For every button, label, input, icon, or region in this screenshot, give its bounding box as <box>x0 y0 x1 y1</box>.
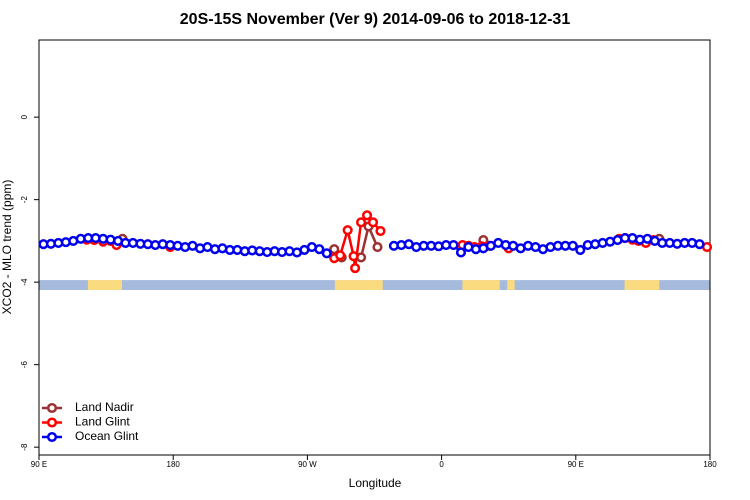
x-tick-label: 180 <box>167 460 181 469</box>
marker <box>350 263 361 274</box>
marker <box>314 244 325 255</box>
marker <box>335 250 346 261</box>
legend-label: Land Glint <box>75 415 130 429</box>
x-tick-label: 180 <box>703 460 717 469</box>
y-axis-label: XCO2 - MLO trend (ppm) <box>0 180 14 315</box>
x-tick-label: 90 E <box>31 460 47 469</box>
legend-label: Ocean Glint <box>75 429 139 443</box>
land-span <box>624 280 660 290</box>
y-tick-label: 0 <box>20 114 29 119</box>
marker <box>694 239 705 250</box>
land-span <box>334 280 383 290</box>
marker <box>367 217 379 228</box>
x-tick-label: 0 <box>439 460 444 469</box>
marker <box>342 225 353 236</box>
marker <box>348 251 359 262</box>
land-span <box>87 280 122 290</box>
y-tick-label: -2 <box>20 196 29 204</box>
marker <box>567 240 578 251</box>
marker <box>361 210 373 221</box>
x-tick-label: 90 E <box>568 460 584 469</box>
marker <box>375 225 386 237</box>
x-axis-label: Longitude <box>349 476 402 490</box>
marker <box>448 239 459 251</box>
y-tick-label: -6 <box>20 361 29 369</box>
marker <box>321 248 332 259</box>
x-tick-label: 90 W <box>298 460 317 469</box>
marker <box>329 244 340 255</box>
marker <box>575 244 586 256</box>
marker <box>455 247 467 258</box>
legend-marker <box>46 402 58 414</box>
land-span <box>462 280 500 290</box>
chart-title: 20S-15S November (Ver 9) 2014-09-06 to 2… <box>180 11 571 28</box>
marker <box>356 217 367 228</box>
legend-marker <box>46 431 58 443</box>
marker <box>372 242 383 253</box>
land-span <box>507 280 515 290</box>
legend-label: Land Nadir <box>75 400 134 414</box>
legend-marker <box>46 417 58 428</box>
y-tick-label: -4 <box>20 278 29 286</box>
y-tick-label: -8 <box>20 443 29 451</box>
